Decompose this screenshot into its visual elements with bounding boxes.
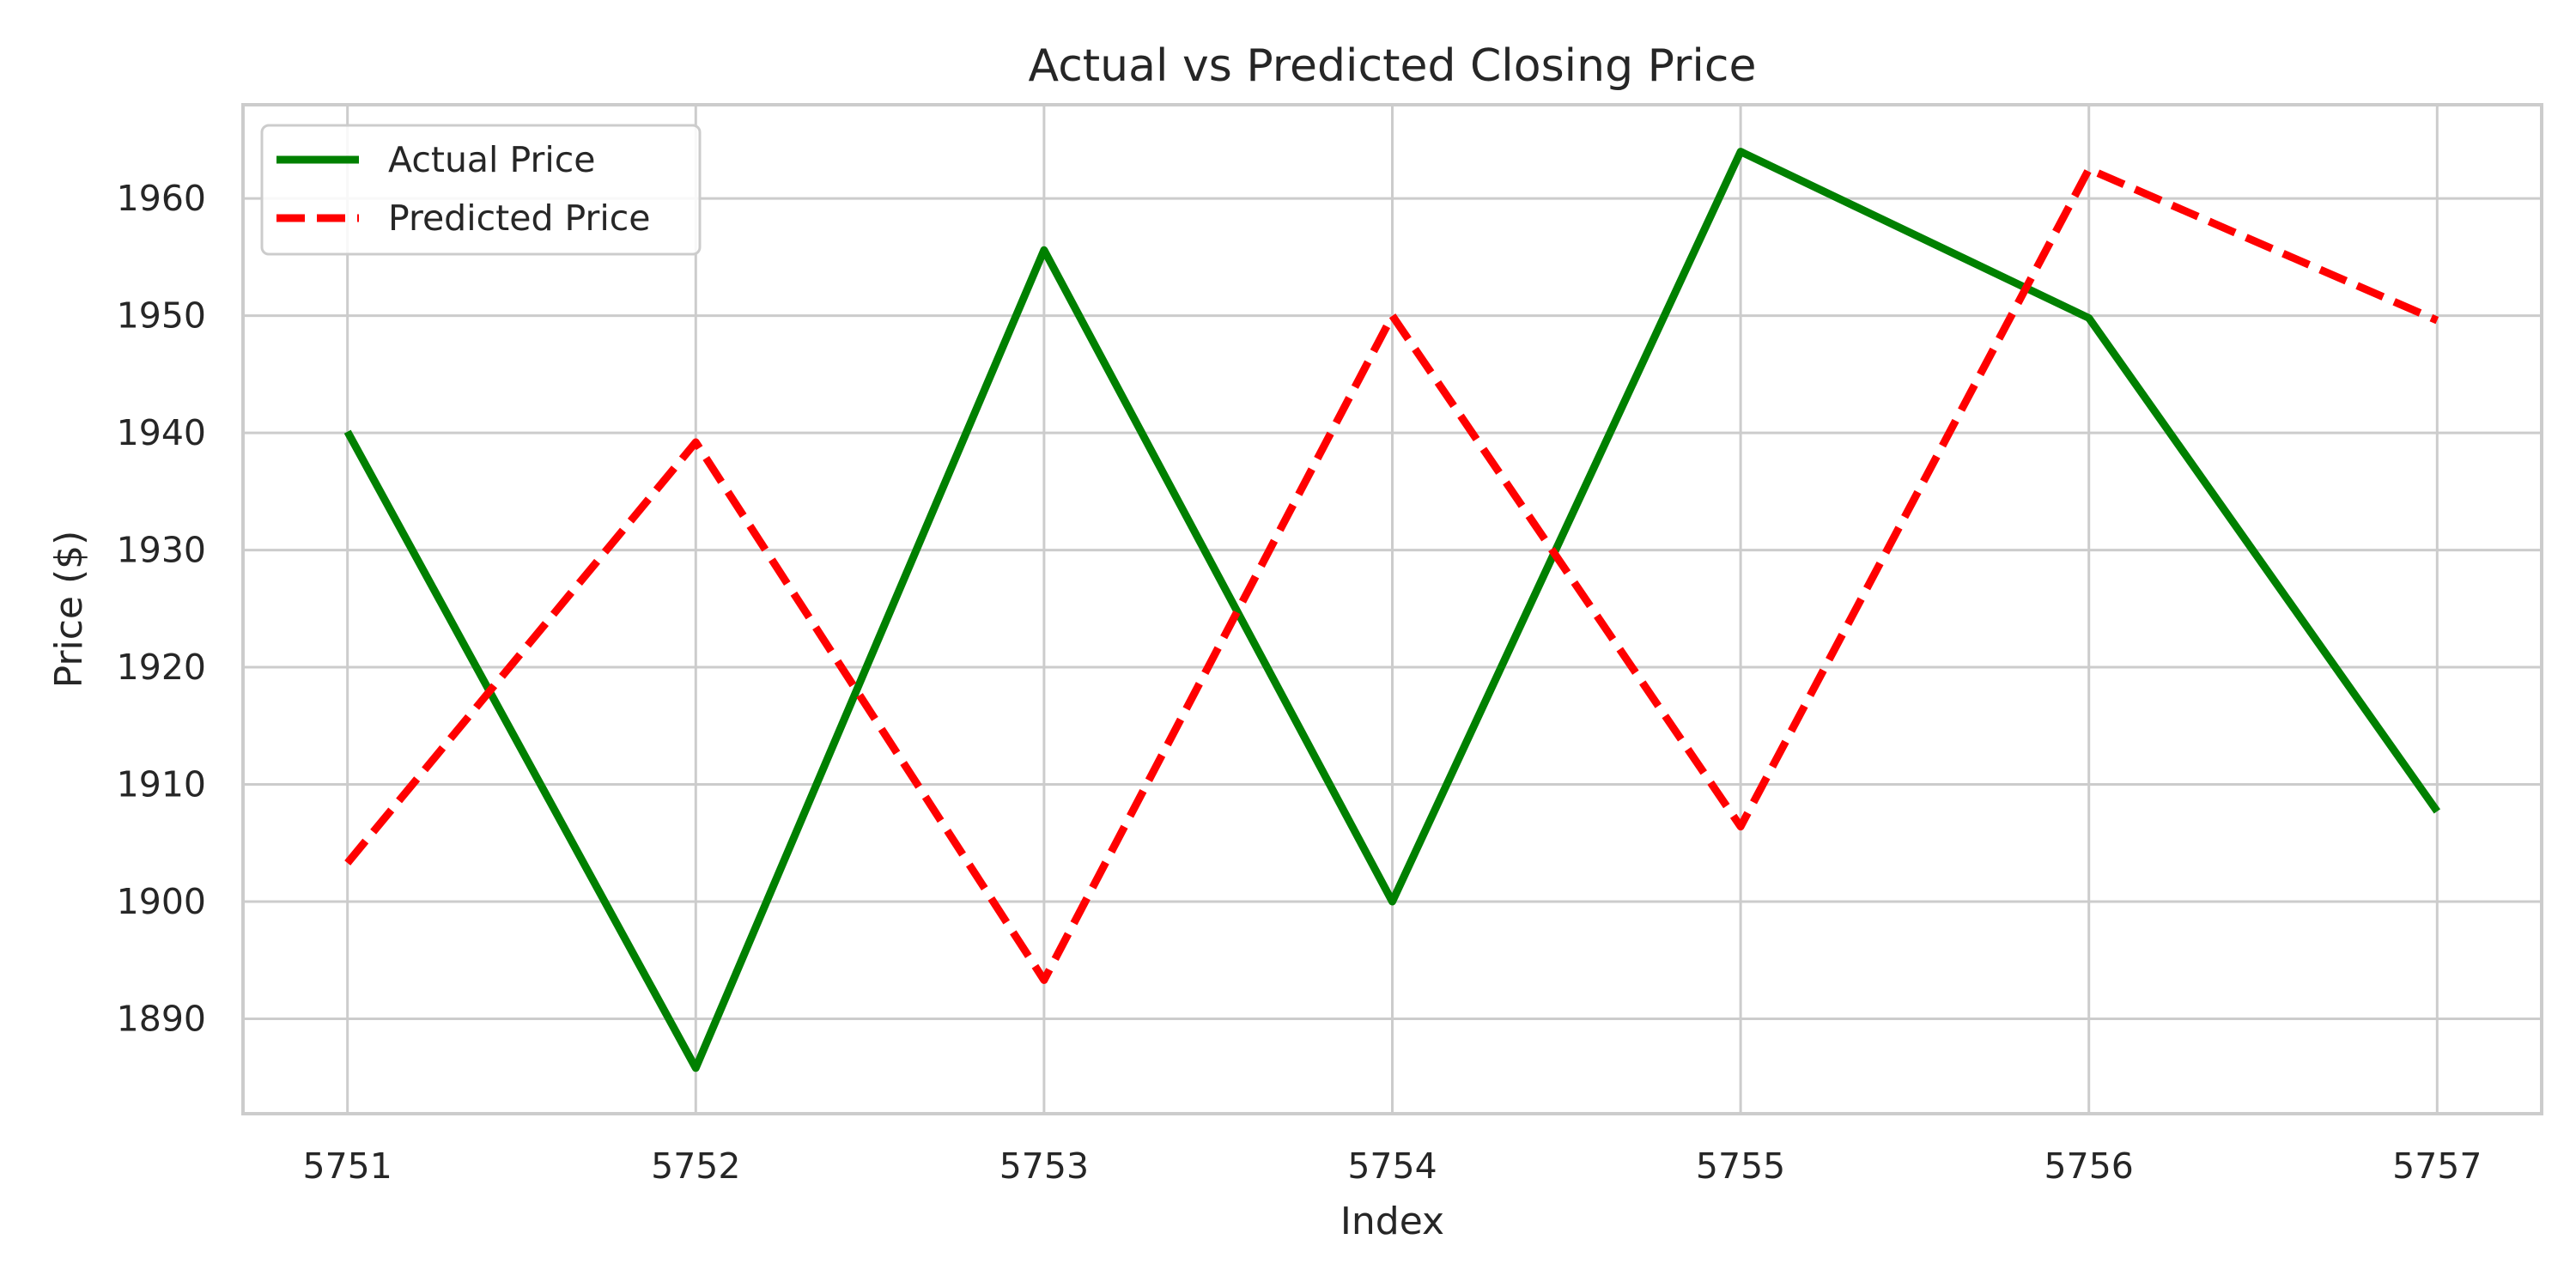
y-tick-label: 1960 [117, 178, 206, 219]
y-tick-label: 1920 [117, 647, 206, 688]
chart-title: Actual vs Predicted Closing Price [1029, 40, 1757, 92]
y-tick-label: 1930 [117, 530, 206, 571]
x-tick-label: 5754 [1347, 1145, 1437, 1187]
y-tick-label: 1900 [117, 881, 206, 922]
grid-layer [243, 105, 2542, 1114]
legend-label: Actual Price [388, 139, 596, 180]
x-axis-label: Index [1340, 1200, 1444, 1243]
y-tick-labels: 1890 1900 1910 1920 1930 1940 1950 1960 [117, 178, 206, 1039]
series-layer [343, 148, 2440, 1072]
x-tick-label: 5756 [2044, 1145, 2134, 1187]
x-tick-label: 5757 [2392, 1145, 2482, 1187]
legend-label: Predicted Price [388, 197, 651, 239]
x-tick-labels: 5751 5752 5753 5754 5755 5756 5757 [303, 1145, 2482, 1187]
y-axis-label: Price ($) [47, 531, 91, 689]
predicted-price-line [344, 165, 2439, 984]
x-tick-label: 5755 [1696, 1145, 1785, 1187]
y-tick-label: 1950 [117, 295, 206, 337]
x-tick-label: 5752 [651, 1145, 740, 1187]
x-tick-label: 5753 [999, 1145, 1089, 1187]
y-tick-label: 1940 [117, 412, 206, 453]
y-tick-label: 1890 [117, 998, 206, 1039]
x-tick-label: 5751 [303, 1145, 392, 1187]
legend: Actual Price Predicted Price [260, 124, 702, 256]
plot-frame [241, 103, 2543, 1115]
y-tick-label: 1910 [117, 764, 206, 805]
legend-box [260, 124, 702, 256]
actual-price-line [343, 148, 2440, 1072]
